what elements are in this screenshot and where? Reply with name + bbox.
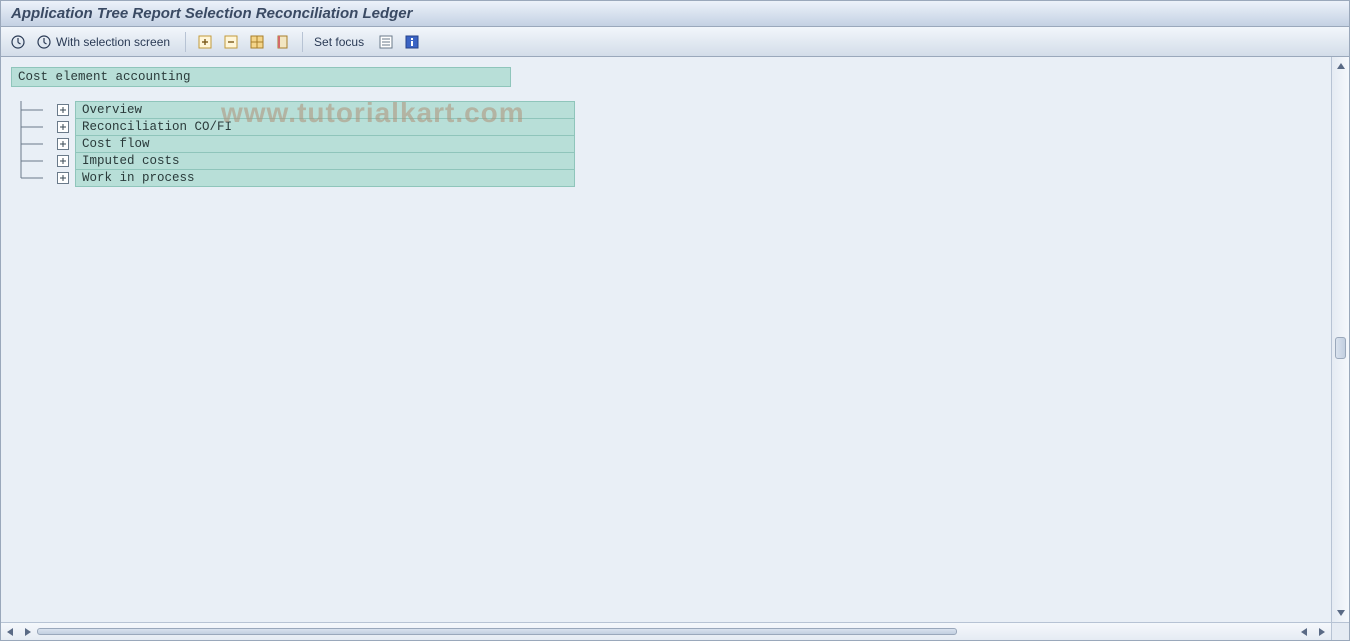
horizontal-scroll-track[interactable] — [37, 625, 1295, 638]
app-window: Application Tree Report Selection Reconc… — [0, 0, 1350, 641]
application-toolbar: With selection screen — [1, 27, 1349, 57]
horizontal-scrollbar[interactable] — [1, 622, 1331, 640]
tree-node-label[interactable]: Reconciliation CO/FI — [75, 118, 575, 136]
scroll-left-step-arrow-icon[interactable] — [19, 623, 37, 641]
content-area: www.tutorialkart.com Cost element accoun… — [1, 57, 1331, 622]
scroll-up-arrow-icon[interactable] — [1332, 57, 1350, 75]
tree-children: Overview Reconciliation CO/FI — [15, 101, 1321, 186]
clock-icon — [36, 34, 52, 50]
vertical-scrollbar[interactable] — [1331, 57, 1349, 622]
scroll-right-arrow-icon[interactable] — [1313, 623, 1331, 641]
expand-node-button[interactable] — [194, 31, 216, 53]
tree-node-label[interactable]: Cost flow — [75, 135, 575, 153]
tree-root-node[interactable]: Cost element accounting — [11, 67, 511, 87]
title-bar: Application Tree Report Selection Reconc… — [1, 1, 1349, 27]
collapse-node-button[interactable] — [220, 31, 242, 53]
list-icon — [378, 34, 394, 50]
information-button[interactable] — [401, 31, 423, 53]
node-attributes-button[interactable] — [246, 31, 268, 53]
tree-node-label[interactable]: Overview — [75, 101, 575, 119]
report-tree: Cost element accounting Overview — [1, 57, 1331, 196]
window-title: Application Tree Report Selection Reconc… — [11, 5, 412, 22]
tree-row: Imputed costs — [15, 152, 1321, 169]
scroll-left-arrow-icon[interactable] — [1, 623, 19, 641]
set-focus-label: Set focus — [314, 35, 364, 49]
with-selection-label: With selection screen — [56, 35, 170, 49]
vertical-scroll-thumb[interactable] — [1335, 337, 1346, 359]
expand-icon[interactable] — [55, 171, 71, 185]
set-focus-button[interactable]: Set focus — [311, 31, 371, 53]
content-area-wrap: www.tutorialkart.com Cost element accoun… — [1, 57, 1349, 640]
tree-row: Cost flow — [15, 135, 1321, 152]
execute-with-selection-button[interactable]: With selection screen — [33, 31, 177, 53]
tree-row: Work in process — [15, 169, 1321, 186]
tree-node-label[interactable]: Work in process — [75, 169, 575, 187]
tree-row: Reconciliation CO/FI — [15, 118, 1321, 135]
tree-node-label[interactable]: Imputed costs — [75, 152, 575, 170]
collapse-minus-icon — [223, 34, 239, 50]
horizontal-scroll-thumb[interactable] — [37, 628, 957, 635]
execute-button[interactable] — [7, 31, 29, 53]
where-used-button[interactable] — [375, 31, 397, 53]
grid-icon — [249, 34, 265, 50]
toolbar-separator — [185, 32, 186, 52]
scroll-right-step-arrow-icon[interactable] — [1295, 623, 1313, 641]
toolbar-separator-2 — [302, 32, 303, 52]
info-icon — [404, 34, 420, 50]
tree-branch-glyph — [15, 141, 55, 214]
book-icon — [275, 34, 291, 50]
tree-row: Overview — [15, 101, 1321, 118]
scroll-down-arrow-icon[interactable] — [1332, 604, 1350, 622]
expand-plus-icon — [197, 34, 213, 50]
find-button[interactable] — [272, 31, 294, 53]
scrollbar-corner — [1331, 622, 1349, 640]
